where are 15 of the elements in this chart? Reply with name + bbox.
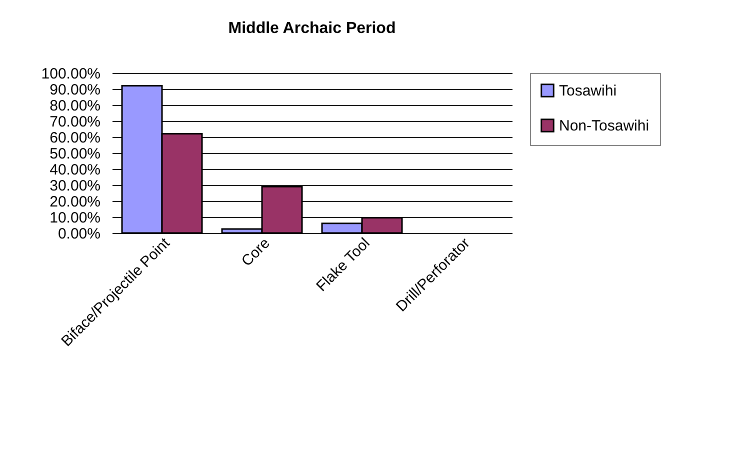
y-tick-label: 40.00% (50, 162, 100, 178)
x-tick-label: Core (238, 234, 274, 270)
legend-label: Non-Tosawihi (559, 118, 650, 134)
y-tick-label: 10.00% (50, 210, 100, 226)
y-tick-label: 80.00% (50, 98, 100, 114)
y-tick-label: 30.00% (50, 178, 100, 194)
y-tick-label: 20.00% (50, 194, 100, 210)
y-tick-label: 100.00% (41, 66, 100, 82)
chart-title: Middle Archaic Period (228, 20, 396, 37)
y-tick-label: 70.00% (50, 114, 100, 130)
y-tick-label: 60.00% (50, 130, 100, 146)
y-tick-label: 90.00% (50, 82, 100, 98)
legend-label: Tosawihi (559, 82, 617, 100)
y-tick-label: 50.00% (50, 146, 100, 162)
y-tick-label: 0.00% (58, 226, 100, 242)
